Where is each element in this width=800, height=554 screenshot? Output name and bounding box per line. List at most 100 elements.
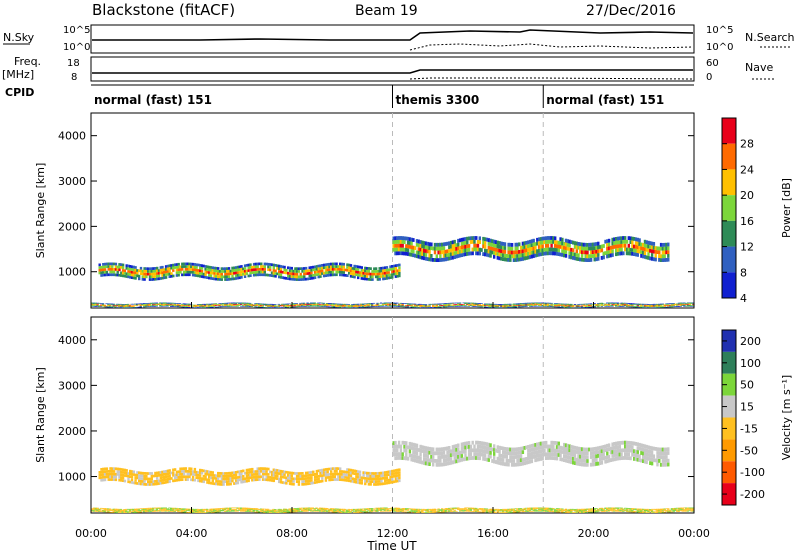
- echo-cell: [144, 305, 148, 307]
- echo-cell: [357, 470, 360, 473]
- echo-cell: [631, 445, 634, 449]
- echo-cell: [453, 304, 456, 306]
- echo-cell: [119, 508, 123, 510]
- echo-cell: [433, 459, 437, 463]
- echo-cell: [667, 462, 670, 467]
- echo-cell: [510, 250, 514, 255]
- echo-cell: [358, 473, 362, 477]
- echo-cell: [245, 511, 248, 512]
- echo-cell: [487, 253, 490, 258]
- echo-cell: [216, 511, 219, 513]
- echo-cell: [455, 243, 458, 247]
- echo-cell: [206, 268, 209, 271]
- echo-cell: [392, 472, 396, 475]
- echo-cell: [114, 273, 118, 277]
- echo-cell: [216, 509, 219, 510]
- echo-cell: [288, 511, 291, 513]
- echo-cell: [209, 509, 212, 511]
- echo-cell: [164, 270, 168, 274]
- echo-cell: [111, 478, 114, 481]
- echo-cell: [439, 306, 442, 308]
- echo-cell: [224, 472, 227, 475]
- echo-cell: [650, 306, 654, 308]
- echo-cell: [337, 270, 340, 274]
- echo-cell: [164, 276, 168, 279]
- echo-cell: [451, 305, 455, 306]
- echo-cell: [306, 304, 309, 305]
- echo-cell: [252, 271, 256, 274]
- echo-cell: [401, 240, 404, 244]
- echo-cell: [340, 478, 344, 482]
- echo-cell: [236, 507, 239, 509]
- echo-cell: [238, 473, 241, 476]
- echo-cell: [419, 251, 422, 256]
- echo-cell: [577, 458, 580, 462]
- echo-cell: [220, 509, 223, 511]
- echo-cell: [315, 510, 318, 511]
- echo-cell: [272, 509, 275, 511]
- echo-cell: [342, 473, 345, 476]
- echo-cell: [168, 264, 171, 268]
- echo-cell: [634, 303, 638, 305]
- echo-cell: [310, 479, 313, 482]
- echo-cell: [640, 307, 643, 308]
- echo-cell: [143, 511, 146, 513]
- echo-cell: [217, 272, 220, 276]
- echo-cell: [394, 247, 397, 252]
- echo-cell: [324, 508, 327, 510]
- echo-cell: [293, 510, 297, 512]
- echo-cell: [545, 247, 548, 252]
- echo-cell: [642, 246, 645, 251]
- echo-cell: [295, 509, 298, 511]
- echo-cell: [345, 307, 349, 308]
- echo-cell: [179, 265, 182, 269]
- echo-cell: [683, 305, 686, 307]
- echo-cell: [117, 509, 121, 511]
- echo-cell: [229, 482, 232, 486]
- echo-cell: [110, 304, 114, 306]
- echo-cell: [301, 305, 304, 306]
- echo-cell: [329, 510, 333, 512]
- echo-cell: [120, 271, 123, 275]
- echo-cell: [613, 302, 616, 304]
- echo-cell: [618, 240, 621, 245]
- echo-cell: [360, 306, 363, 307]
- echo-cell: [223, 511, 227, 512]
- echo-cell: [231, 305, 234, 306]
- echo-cell: [602, 303, 605, 305]
- echo-cell: [132, 481, 135, 485]
- echo-cell: [658, 254, 661, 258]
- echo-cell: [365, 269, 369, 273]
- echo-cell: [659, 254, 663, 259]
- echo-cell: [236, 305, 239, 306]
- echo-cell: [545, 305, 548, 307]
- echo-cell: [509, 303, 512, 305]
- echo-cell: [595, 303, 598, 305]
- echo-cell: [453, 452, 456, 456]
- echo-cell: [138, 269, 141, 273]
- echo-cell: [126, 307, 130, 308]
- echo-cell: [337, 267, 340, 271]
- echo-cell: [308, 266, 311, 270]
- echo-cell: [313, 510, 316, 512]
- echo-cell: [382, 474, 385, 477]
- echo-cell: [575, 245, 578, 250]
- echo-cell: [478, 251, 481, 256]
- echo-cell: [353, 472, 356, 475]
- echo-cell: [193, 478, 197, 482]
- echo-cell: [367, 267, 371, 270]
- echo-cell: [275, 307, 279, 308]
- echo-cell: [92, 303, 96, 305]
- echo-cell: [573, 453, 577, 458]
- echo-cell: [466, 244, 469, 249]
- echo-cell: [261, 509, 264, 511]
- echo-cell: [683, 303, 686, 305]
- echo-cell: [389, 470, 392, 473]
- echo-cell: [125, 304, 128, 305]
- echo-cell: [559, 305, 562, 306]
- echo-cell: [301, 304, 304, 306]
- echo-cell: [589, 242, 593, 247]
- echo-cell: [168, 510, 171, 512]
- echo-cell: [301, 510, 304, 511]
- echo-cell: [658, 305, 661, 307]
